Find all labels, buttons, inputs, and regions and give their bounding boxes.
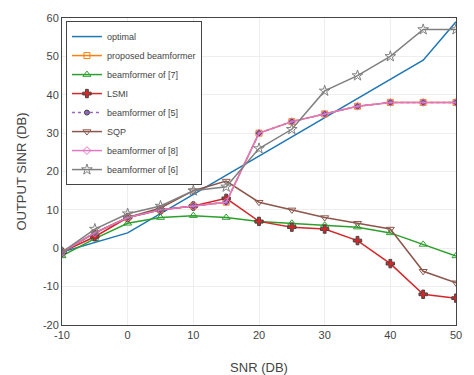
svg-text:50: 50 — [450, 329, 462, 341]
svg-text:proposed beamformer: proposed beamformer — [107, 51, 196, 61]
svg-text:40: 40 — [47, 89, 59, 101]
svg-text:OUTPUT SINR (DB): OUTPUT SINR (DB) — [14, 112, 29, 230]
svg-text:10: 10 — [187, 329, 199, 341]
svg-text:30: 30 — [319, 329, 331, 341]
svg-text:20: 20 — [253, 329, 265, 341]
svg-text:-20: -20 — [43, 319, 59, 331]
svg-text:60: 60 — [47, 12, 59, 24]
svg-text:LSMI: LSMI — [107, 89, 128, 99]
svg-text:10: 10 — [47, 204, 59, 216]
svg-text:0: 0 — [125, 329, 131, 341]
svg-text:50: 50 — [47, 50, 59, 62]
svg-text:beamformer of [8]: beamformer of [8] — [107, 146, 178, 156]
svg-text:beamformer of [6]: beamformer of [6] — [107, 165, 178, 175]
svg-text:0: 0 — [53, 242, 59, 254]
svg-text:30: 30 — [47, 127, 59, 139]
svg-text:SQP: SQP — [107, 127, 126, 137]
svg-text:20: 20 — [47, 165, 59, 177]
svg-text:40: 40 — [384, 329, 396, 341]
svg-text:-10: -10 — [43, 280, 59, 292]
svg-text:SNR (DB): SNR (DB) — [230, 360, 288, 375]
svg-text:beamformer of [5]: beamformer of [5] — [107, 108, 178, 118]
svg-text:beamformer of [7]: beamformer of [7] — [107, 70, 178, 80]
svg-text:optimal: optimal — [107, 32, 136, 42]
svg-text:-10: -10 — [54, 329, 70, 341]
